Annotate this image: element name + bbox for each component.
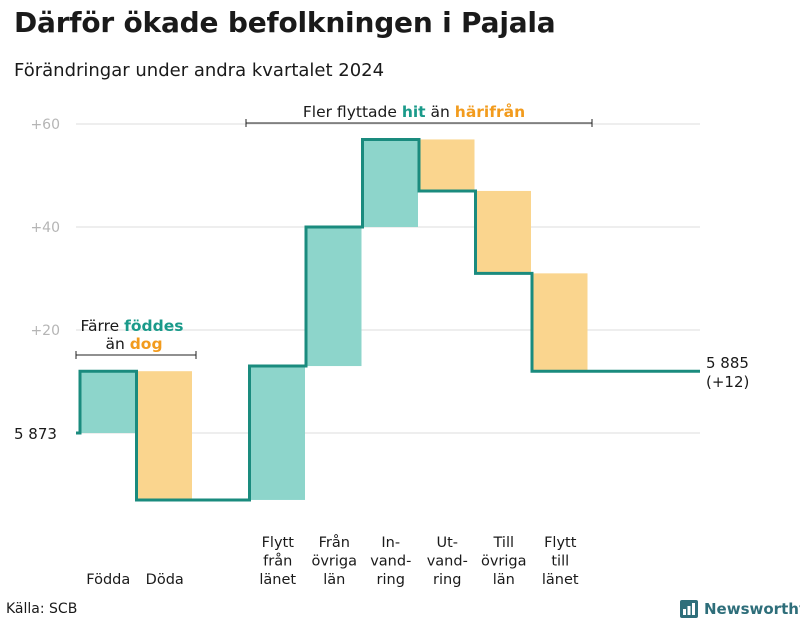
- annotation-left-bracket: [75, 351, 197, 359]
- decrease-bar: [136, 371, 192, 500]
- x-category-label: Till: [493, 535, 515, 551]
- x-category-label: övriga: [481, 554, 527, 570]
- end-change-label: (+12): [706, 373, 749, 391]
- annotation-top-bracket: [245, 119, 593, 127]
- x-category-label: län: [493, 572, 515, 588]
- y-tick-label: +60: [30, 117, 60, 133]
- level-step-line: [76, 137, 700, 502]
- x-category-label: vand-: [427, 554, 468, 570]
- y-tick-label: +20: [30, 323, 60, 339]
- brand-logo: Newsworthy: [680, 600, 800, 618]
- axis-labels: +20 +40 +60 5 873 5 885(+12) Födda Döda Flytt fr…: [14, 117, 749, 588]
- newsworthy-icon: [680, 600, 698, 618]
- chart-subtitle: Förändringar under andra kvartalet 2024: [14, 60, 385, 81]
- annotation-left-line1: Färre föddes: [81, 317, 184, 335]
- decrease-bar: [532, 273, 588, 372]
- increase-bar: [306, 227, 362, 367]
- source-note: Källa: SCB: [6, 601, 78, 617]
- decrease-bar: [419, 139, 475, 191]
- x-category-label: ring: [433, 572, 461, 588]
- annotation-left-line2: än dog: [105, 335, 162, 353]
- x-category-label: In-: [381, 535, 400, 551]
- annotation-migration: Fler flyttade hit än härifrån: [245, 102, 593, 127]
- x-category-label: ring: [377, 572, 405, 588]
- x-category-label: länet: [259, 572, 296, 588]
- annotation-births-deaths: Färre föddes än dog: [75, 317, 197, 359]
- end-value-label: 5 885: [706, 354, 749, 372]
- level-line: [76, 137, 700, 502]
- start-value-label: 5 873: [14, 425, 57, 443]
- x-category-label: Från: [319, 534, 350, 551]
- x-category-label: Döda: [146, 572, 184, 588]
- x-category-label: Födda: [86, 572, 130, 588]
- increase-bar: [80, 371, 136, 433]
- x-category-label: Flytt: [544, 535, 577, 551]
- x-category-label: län: [323, 572, 345, 588]
- decrease-bar: [475, 190, 531, 274]
- brand-name: Newsworthy: [704, 600, 800, 618]
- x-category-label: Flytt: [262, 535, 295, 551]
- x-category-label: länet: [542, 572, 579, 588]
- x-category-label: från: [263, 553, 292, 570]
- annotation-top-text: Fler flyttade hit än härifrån: [303, 102, 525, 121]
- chart-title: Därför ökade befolkningen i Pajala: [14, 6, 556, 39]
- x-category-label: vand-: [370, 554, 411, 570]
- y-tick-label: +40: [30, 220, 60, 236]
- increase-bar: [249, 366, 305, 500]
- x-category-label: till: [551, 554, 569, 570]
- increase-bar: [362, 139, 418, 227]
- x-category-label: övriga: [311, 554, 357, 570]
- bars: [80, 139, 588, 500]
- x-category-label: Ut-: [436, 535, 458, 551]
